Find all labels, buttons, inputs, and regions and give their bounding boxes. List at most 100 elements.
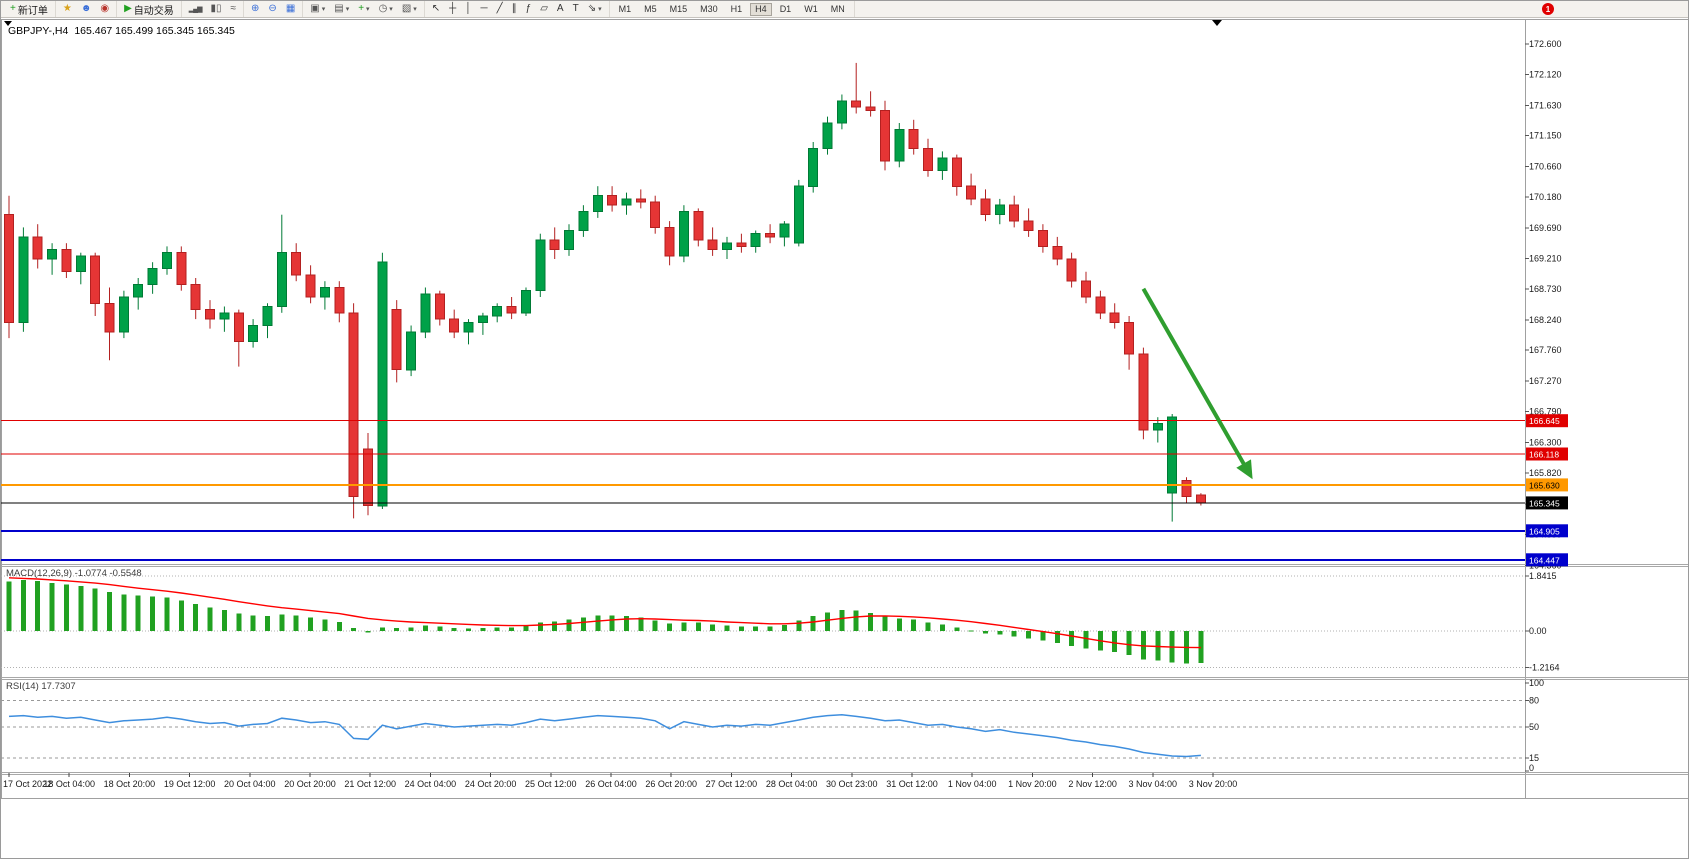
candle-body <box>291 252 302 276</box>
time-tick-label: 26 Oct 20:00 <box>645 779 697 789</box>
timeframe-w1-button[interactable]: W1 <box>799 3 823 16</box>
timeframe-d1-button[interactable]: D1 <box>775 3 797 16</box>
macd-histogram-bar <box>178 600 184 631</box>
candle-body <box>176 252 187 285</box>
candle-body <box>1081 280 1091 298</box>
candle-body <box>951 157 962 187</box>
candle-body <box>750 233 761 247</box>
periods-button[interactable]: ◷ ▾ <box>376 2 396 16</box>
horizontal-line-icon: ─ <box>480 3 488 14</box>
candle-body <box>18 236 29 323</box>
line-chart-button[interactable]: ≈ <box>228 2 240 16</box>
zoom-out-button[interactable]: ⊖ <box>265 2 279 16</box>
macd-histogram-bar <box>20 580 26 631</box>
text-button[interactable]: A <box>554 2 567 16</box>
trend-arrow-head[interactable] <box>1236 459 1253 480</box>
macd-histogram-bar <box>1069 631 1075 646</box>
macd-histogram-bar <box>150 596 156 631</box>
price-badge <box>1526 478 1568 492</box>
timeframe-m30-button[interactable]: M30 <box>695 3 723 16</box>
shapes-button[interactable]: ▱ <box>537 2 551 16</box>
macd-histogram-bar <box>983 631 988 634</box>
tile-windows-button[interactable]: ▦ <box>283 2 298 16</box>
macd-histogram-bar <box>494 627 500 631</box>
candle-body <box>1152 423 1163 431</box>
timeframe-m5-button[interactable]: M5 <box>639 3 662 16</box>
macd-signal-line <box>8 577 1201 649</box>
macd-histogram-bar <box>681 622 687 631</box>
rsi-tick-label: 100 <box>1529 678 1544 688</box>
macd-histogram-bar <box>250 615 256 631</box>
fibonacci-button[interactable]: ƒ <box>523 2 535 16</box>
timeframe-m1-button[interactable]: M1 <box>614 3 637 16</box>
vertical-line-button[interactable]: │ <box>462 2 474 16</box>
cursor-button[interactable]: ↖ <box>429 2 443 16</box>
news-icon[interactable]: ◉ <box>97 2 112 16</box>
candle-body <box>923 147 933 171</box>
zoom-in-icon: ⊕ <box>251 3 260 14</box>
chart-shift-marker-icon[interactable] <box>1212 20 1222 26</box>
candle-body <box>190 283 201 311</box>
window-menu-marker-icon[interactable] <box>4 21 12 26</box>
candle-body <box>549 239 560 250</box>
trendline-button[interactable]: ╱ <box>494 2 506 16</box>
rsi-tick-label: 50 <box>1529 722 1539 732</box>
profiles-icon: ▤ <box>334 3 344 14</box>
timeframe-mn-button[interactable]: MN <box>826 3 850 16</box>
candlestick-chart-button[interactable]: ▮▯ <box>208 2 225 16</box>
candle-body <box>908 128 919 149</box>
price-tick-label: 167.760 <box>1529 345 1562 355</box>
crosshair-icon: ┼ <box>449 3 457 14</box>
candle-body <box>248 325 259 342</box>
mql-wizard-icon[interactable]: ★ <box>60 2 75 16</box>
macd-histogram-bar <box>121 594 127 631</box>
profiles-button[interactable]: ▤ ▾ <box>331 2 352 16</box>
macd-histogram-bar <box>92 588 98 631</box>
candle-body <box>793 185 804 244</box>
candle-body <box>994 204 1005 216</box>
price-tick-label: 172.120 <box>1529 69 1562 79</box>
templates-button[interactable]: ▧ ▾ <box>399 2 420 16</box>
arrows-button[interactable]: ⇘ ▾ <box>585 2 605 16</box>
new-order-button[interactable]: + 新订单 <box>7 2 51 17</box>
macd-histogram-bar <box>566 619 572 631</box>
label-button[interactable]: T <box>570 2 582 16</box>
macd-histogram-bar <box>107 592 112 631</box>
macd-label: MACD(12,26,9) -1.0774 -0.5548 <box>6 568 142 579</box>
candle-body <box>133 283 144 298</box>
price-tick-label: 168.240 <box>1529 315 1562 325</box>
bar-chart-button[interactable]: ▂▄▆ <box>186 2 205 16</box>
candle-body <box>621 198 632 206</box>
timeframe-m15-button[interactable]: M15 <box>665 3 693 16</box>
macd-histogram-bar <box>6 581 12 631</box>
macd-histogram-bar <box>537 622 543 631</box>
candle-body <box>607 195 618 206</box>
indicators-button[interactable]: + ▾ <box>355 2 372 16</box>
trend-arrow-line[interactable] <box>1141 287 1248 469</box>
candle-body <box>75 255 86 273</box>
macd-histogram-bar <box>1011 631 1017 637</box>
macd-histogram-bar <box>265 616 270 631</box>
zoom-in-button[interactable]: ⊕ <box>248 2 262 16</box>
price-tick-label: 171.150 <box>1529 131 1562 141</box>
candle-body <box>1124 321 1135 355</box>
new-chart-button[interactable]: ▣ ▾ <box>307 2 328 16</box>
alerts-badge[interactable]: 1 <box>1542 3 1554 15</box>
candle-body <box>262 306 273 326</box>
macd-histogram-bar <box>49 583 55 631</box>
price-badge-label: 166.118 <box>1529 450 1559 460</box>
time-tick-label: 18 Oct 04:00 <box>43 779 95 789</box>
timeframe-h4-button[interactable]: H4 <box>750 2 772 16</box>
macd-histogram-bar <box>609 615 615 631</box>
macd-histogram-bar <box>896 618 902 631</box>
timeframe-h1-button[interactable]: H1 <box>726 3 748 16</box>
auto-trading-button[interactable]: ▶ 自动交易 <box>121 2 177 17</box>
candle-body <box>808 147 819 187</box>
price-badge-label: 164.905 <box>1529 526 1560 536</box>
horizontal-line-button[interactable]: ─ <box>478 2 491 16</box>
channel-button[interactable]: ∥ <box>509 2 520 16</box>
macd-tick-label: 0.00 <box>1529 626 1547 636</box>
crosshair-button[interactable]: ┼ <box>446 2 459 16</box>
community-icon[interactable]: ☻ <box>78 2 95 16</box>
